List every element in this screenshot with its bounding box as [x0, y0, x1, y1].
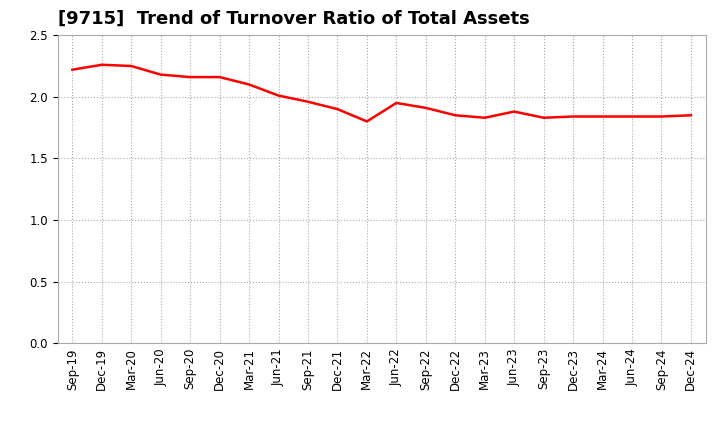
Text: [9715]  Trend of Turnover Ratio of Total Assets: [9715] Trend of Turnover Ratio of Total … — [58, 10, 529, 28]
